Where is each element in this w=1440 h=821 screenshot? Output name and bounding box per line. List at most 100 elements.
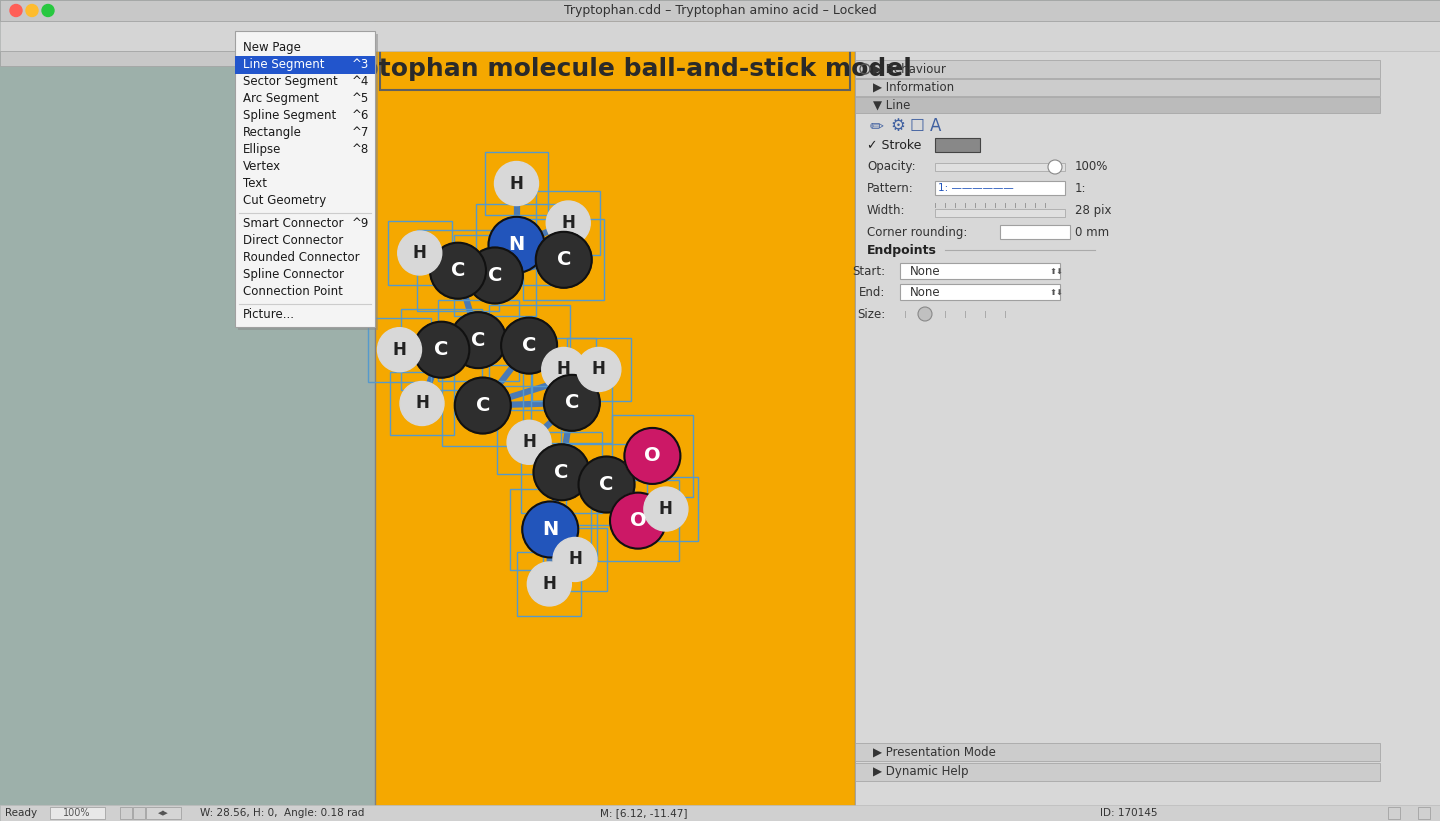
Text: C: C <box>564 393 579 412</box>
Text: ▶ Dynamic Help: ▶ Dynamic Help <box>873 765 969 778</box>
FancyBboxPatch shape <box>0 805 1440 821</box>
Text: None: None <box>910 286 940 299</box>
Text: ▶ Behaviour: ▶ Behaviour <box>873 62 946 76</box>
Circle shape <box>527 562 572 606</box>
Circle shape <box>579 456 635 512</box>
Circle shape <box>413 322 469 378</box>
Text: ^7: ^7 <box>351 126 369 139</box>
FancyBboxPatch shape <box>999 225 1070 239</box>
Text: H: H <box>510 175 523 193</box>
Circle shape <box>625 428 680 484</box>
Circle shape <box>501 318 557 374</box>
Text: ^3: ^3 <box>351 58 369 71</box>
Text: H: H <box>523 433 536 452</box>
Circle shape <box>451 312 507 368</box>
Text: H: H <box>592 360 606 378</box>
Circle shape <box>523 502 579 557</box>
Text: 100%: 100% <box>63 808 91 818</box>
FancyBboxPatch shape <box>855 79 1380 96</box>
Text: Width:: Width: <box>867 204 906 217</box>
FancyBboxPatch shape <box>935 209 1066 217</box>
FancyBboxPatch shape <box>855 97 1380 113</box>
Circle shape <box>541 347 586 392</box>
Text: ^5: ^5 <box>351 92 369 105</box>
Circle shape <box>431 243 487 299</box>
Circle shape <box>546 201 590 245</box>
Circle shape <box>577 347 621 392</box>
FancyBboxPatch shape <box>380 48 850 90</box>
Text: 100%: 100% <box>1076 159 1109 172</box>
Text: N: N <box>541 520 559 539</box>
Circle shape <box>919 307 932 321</box>
Text: Ellipse: Ellipse <box>243 143 281 156</box>
Text: ◀▶: ◀▶ <box>157 810 168 816</box>
Text: Spline Connector: Spline Connector <box>243 268 344 281</box>
Text: Sector Segment: Sector Segment <box>243 75 338 88</box>
Text: Cut Geometry: Cut Geometry <box>243 194 327 207</box>
Text: C: C <box>451 261 465 280</box>
Text: ID: 170145: ID: 170145 <box>1100 808 1158 818</box>
FancyBboxPatch shape <box>0 51 374 66</box>
Text: Tryptophan.cdd – Tryptophan amino acid – Locked: Tryptophan.cdd – Tryptophan amino acid –… <box>563 4 877 17</box>
Text: Direct Connector: Direct Connector <box>243 234 343 247</box>
Text: O: O <box>629 511 647 530</box>
FancyBboxPatch shape <box>855 743 1380 761</box>
FancyBboxPatch shape <box>935 138 981 152</box>
Text: A: A <box>930 117 942 135</box>
Text: C: C <box>554 463 569 482</box>
Text: H: H <box>415 395 429 412</box>
Text: ▶ Information: ▶ Information <box>873 81 955 94</box>
Text: Arc Segment: Arc Segment <box>243 92 320 105</box>
Text: 0 mm: 0 mm <box>1076 226 1109 238</box>
Text: ✏: ✏ <box>870 117 884 135</box>
Text: None: None <box>910 264 940 277</box>
FancyBboxPatch shape <box>900 284 1060 300</box>
Text: Smart Connector: Smart Connector <box>243 217 344 230</box>
Text: Line Segment: Line Segment <box>243 58 324 71</box>
Text: W: 28.56, H: 0,  Angle: 0.18 rad: W: 28.56, H: 0, Angle: 0.18 rad <box>200 808 364 818</box>
Text: C: C <box>488 266 503 285</box>
Text: C: C <box>557 250 570 269</box>
FancyBboxPatch shape <box>1388 807 1400 819</box>
Text: ⚙: ⚙ <box>890 117 904 135</box>
Text: Ready: Ready <box>4 808 37 818</box>
Text: 28 pix: 28 pix <box>1076 204 1112 217</box>
Circle shape <box>400 382 444 425</box>
Text: C: C <box>471 331 485 350</box>
Text: H: H <box>567 550 582 568</box>
Text: C: C <box>599 475 613 494</box>
Text: H: H <box>413 244 426 262</box>
Circle shape <box>377 328 422 372</box>
Text: Rectangle: Rectangle <box>243 126 302 139</box>
Text: Spline Segment: Spline Segment <box>243 109 337 122</box>
Circle shape <box>1048 160 1063 174</box>
FancyBboxPatch shape <box>0 51 374 806</box>
FancyBboxPatch shape <box>0 0 1440 21</box>
FancyBboxPatch shape <box>145 807 181 819</box>
Circle shape <box>533 444 589 500</box>
Text: Text: Text <box>243 177 266 190</box>
Circle shape <box>42 4 55 16</box>
FancyBboxPatch shape <box>935 163 1066 171</box>
Circle shape <box>553 538 598 581</box>
Text: H: H <box>562 214 575 232</box>
Text: ^9: ^9 <box>351 217 369 230</box>
Text: Size:: Size: <box>857 308 886 320</box>
Circle shape <box>494 162 539 205</box>
Text: End:: End: <box>858 286 886 299</box>
FancyBboxPatch shape <box>235 31 374 327</box>
Text: ✓ Stroke: ✓ Stroke <box>867 139 922 152</box>
Text: N: N <box>508 236 524 255</box>
Circle shape <box>10 4 22 16</box>
Text: H: H <box>660 500 672 518</box>
Circle shape <box>536 232 592 288</box>
Text: 1: ——————: 1: —————— <box>937 183 1014 193</box>
Text: C: C <box>435 340 448 360</box>
Text: Opacity:: Opacity: <box>867 159 916 172</box>
FancyBboxPatch shape <box>235 56 374 74</box>
FancyBboxPatch shape <box>900 263 1060 279</box>
Circle shape <box>467 247 523 304</box>
Text: C: C <box>475 396 490 415</box>
Text: Connection Point: Connection Point <box>243 285 343 298</box>
Text: Start:: Start: <box>852 264 886 277</box>
